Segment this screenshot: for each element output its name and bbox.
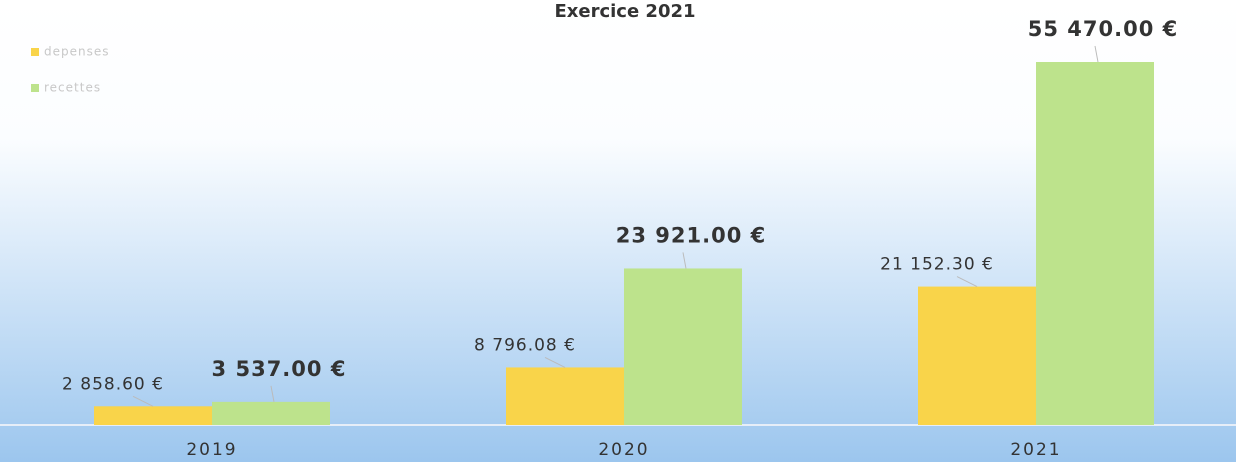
legend-label: recettes [44,81,101,95]
bar [624,268,742,425]
leader-line [682,252,687,269]
data-label: 3 537.00 € [212,357,347,381]
x-tick-label: 2019 [186,440,237,460]
bar [918,286,1036,425]
data-label: 2 858.60 € [62,374,164,394]
leader-line [956,276,978,288]
leader-line [544,356,566,368]
bar [1036,62,1154,425]
data-label: 23 921.00 € [616,223,767,247]
legend-swatch [31,48,39,56]
data-label: 55 470.00 € [1028,17,1179,41]
data-label: 21 152.30 € [880,255,994,275]
bar [212,401,330,425]
leader-line [132,395,154,407]
leader-line [270,385,275,402]
leader-line [1094,45,1099,63]
chart-title: Exercice 2021 [554,1,695,22]
legend-label: depenses [44,45,110,59]
x-tick-label: 2021 [1010,440,1061,460]
x-tick-label: 2020 [598,440,649,460]
data-label: 8 796.08 € [474,335,576,355]
legend-swatch [31,84,39,92]
bar [506,367,624,425]
bar [94,406,212,425]
